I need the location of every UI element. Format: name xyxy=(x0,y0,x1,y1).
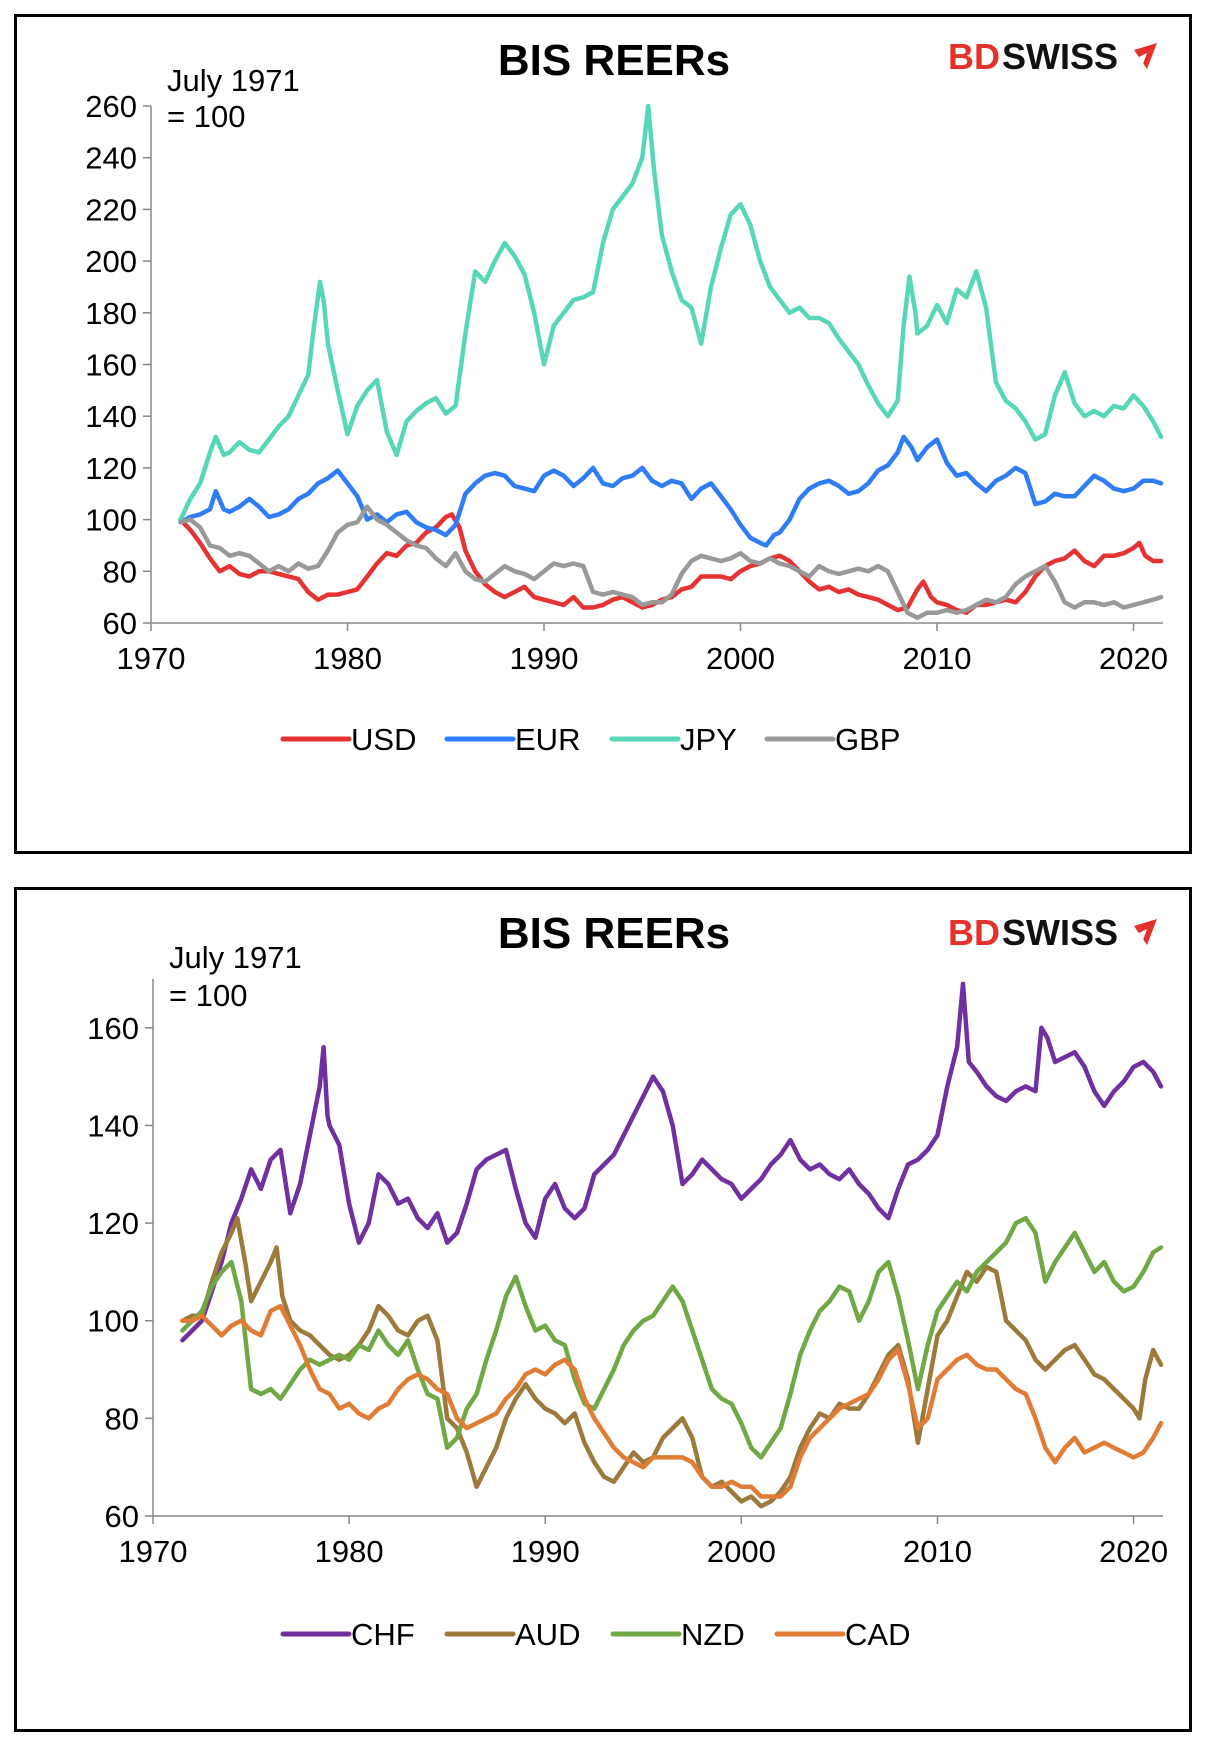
x-tick-label: 2020 xyxy=(1099,641,1168,676)
x-tick-label: 2000 xyxy=(706,641,775,676)
legend-label-gbp: GBP xyxy=(835,722,900,757)
unit-note-line1: July 1971 xyxy=(167,63,300,98)
y-tick-label: 200 xyxy=(85,244,137,279)
y-tick-label: 60 xyxy=(105,1499,139,1534)
y-tick-label: 140 xyxy=(85,399,137,434)
y-tick-label: 120 xyxy=(85,451,137,486)
y-tick-label: 160 xyxy=(87,1011,139,1046)
logo-arrow-inner-icon xyxy=(1139,929,1147,940)
series-line-chf xyxy=(180,981,1164,1343)
legend: CHF AUD NZD CAD xyxy=(280,1617,910,1652)
legend: USD EUR JPY GBP xyxy=(280,722,900,757)
logo-bd-text: BD xyxy=(948,36,1000,77)
legend-label-aud: AUD xyxy=(515,1617,580,1652)
y-tick-label: 60 xyxy=(103,606,137,641)
chart-panel-top: BIS REERs BD SWISS July 1971 = 100 60 80 1… xyxy=(14,14,1192,854)
y-tick-label: 160 xyxy=(85,348,137,383)
y-tick-label: 240 xyxy=(85,141,137,176)
legend-label-usd: USD xyxy=(351,722,416,757)
series-lines xyxy=(180,981,1164,1509)
y-tick-label: 80 xyxy=(103,554,137,589)
chart-title: BIS REERs xyxy=(498,36,730,85)
series-line-jpy xyxy=(178,103,1164,522)
chart-top-svg: BIS REERs BD SWISS July 1971 = 100 60 80 1… xyxy=(85,36,1168,757)
axes: 60 80 100 120 140 160 180 200 220 240 260 1970 1980 1… xyxy=(85,89,1168,676)
legend-label-jpy: JPY xyxy=(680,722,737,757)
legend-label-cad: CAD xyxy=(845,1617,910,1652)
unit-note-line2: = 100 xyxy=(167,99,245,134)
unit-note-line2: = 100 xyxy=(169,978,247,1013)
chart-title: BIS REERs xyxy=(498,909,730,958)
x-tick-label: 1970 xyxy=(119,1534,188,1569)
y-tick-label: 140 xyxy=(87,1108,139,1143)
y-tick-label: 180 xyxy=(85,296,137,331)
x-tick-label: 2010 xyxy=(903,1534,972,1569)
x-tick-label: 2000 xyxy=(707,1534,776,1569)
y-tick-label: 120 xyxy=(87,1206,139,1241)
series-line-gbp xyxy=(178,504,1164,621)
y-tick-label: 260 xyxy=(85,89,137,124)
series-line-nzd xyxy=(180,1215,1164,1460)
y-tick-label: 100 xyxy=(85,503,137,538)
x-tick-label: 2020 xyxy=(1099,1534,1168,1569)
x-tick-label: 1970 xyxy=(117,641,186,676)
x-tick-label: 2010 xyxy=(903,641,972,676)
logo-swiss-text: SWISS xyxy=(1002,36,1118,77)
x-tick-label: 1990 xyxy=(510,641,579,676)
legend-label-eur: EUR xyxy=(515,722,580,757)
series-line-cad xyxy=(180,1303,1164,1499)
axes: 60 80 100 120 140 160 1970 1980 1990 2000 2010 2020 xyxy=(87,979,1168,1569)
unit-note-line1: July 1971 xyxy=(169,940,302,975)
series-line-aud xyxy=(180,1215,1164,1509)
x-tick-label: 1980 xyxy=(315,1534,384,1569)
x-tick-label: 1980 xyxy=(313,641,382,676)
brand-logo: BD SWISS xyxy=(948,36,1157,77)
logo-swiss-text: SWISS xyxy=(1002,912,1118,953)
brand-logo: BD SWISS xyxy=(948,912,1157,953)
chart-panel-bottom: BIS REERs BD SWISS July 1971 = 100 60 80 1… xyxy=(14,887,1192,1732)
series-line-eur xyxy=(178,434,1164,548)
y-tick-label: 80 xyxy=(105,1401,139,1436)
y-tick-label: 220 xyxy=(85,192,137,227)
chart-bottom-svg: BIS REERs BD SWISS July 1971 = 100 60 80 1… xyxy=(87,909,1168,1652)
x-tick-label: 1990 xyxy=(511,1534,580,1569)
legend-label-chf: CHF xyxy=(351,1617,415,1652)
series-lines xyxy=(178,103,1164,621)
logo-arrow-inner-icon xyxy=(1139,53,1147,64)
logo-bd-text: BD xyxy=(948,912,1000,953)
legend-label-nzd: NZD xyxy=(681,1617,745,1652)
y-tick-label: 100 xyxy=(87,1304,139,1339)
